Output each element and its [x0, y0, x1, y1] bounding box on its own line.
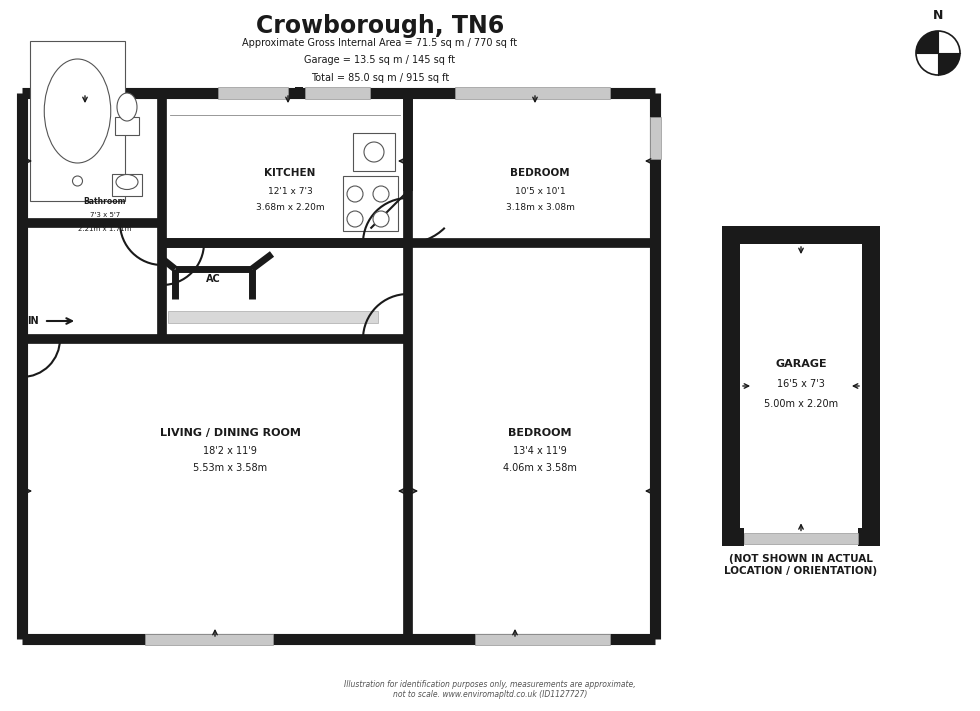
- Text: (NOT SHOWN IN ACTUAL
LOCATION / ORIENTATION): (NOT SHOWN IN ACTUAL LOCATION / ORIENTAT…: [724, 554, 877, 576]
- Bar: [650, 117, 661, 159]
- Text: Total = 85.0 sq m / 915 sq ft: Total = 85.0 sq m / 915 sq ft: [311, 73, 449, 83]
- Text: BEDROOM: BEDROOM: [509, 428, 571, 438]
- Text: 3.68m x 2.20m: 3.68m x 2.20m: [256, 203, 324, 213]
- Bar: [343, 176, 398, 231]
- Bar: [22, 93, 655, 639]
- Bar: [305, 87, 370, 99]
- Text: AC: AC: [206, 274, 220, 284]
- Bar: [722, 226, 880, 244]
- Ellipse shape: [116, 174, 138, 190]
- Text: 18'2 x 11'9: 18'2 x 11'9: [203, 446, 257, 456]
- Wedge shape: [938, 53, 960, 75]
- Wedge shape: [938, 31, 960, 53]
- Text: 16'5 x 7'3: 16'5 x 7'3: [777, 379, 825, 389]
- Bar: [475, 634, 610, 644]
- Bar: [858, 528, 880, 546]
- Bar: [353, 133, 395, 171]
- Bar: [455, 87, 610, 99]
- Bar: [218, 87, 288, 99]
- Text: 12'1 x 7'3: 12'1 x 7'3: [268, 186, 313, 196]
- Text: 5.00m x 2.20m: 5.00m x 2.20m: [764, 399, 838, 409]
- Circle shape: [73, 176, 82, 186]
- Bar: [295, 87, 303, 99]
- Text: GARAGE: GARAGE: [775, 359, 827, 369]
- Wedge shape: [916, 31, 938, 53]
- Text: 10'5 x 10'1: 10'5 x 10'1: [514, 186, 565, 196]
- Bar: [115, 117, 139, 135]
- Bar: [744, 533, 858, 544]
- Text: N: N: [933, 9, 943, 22]
- Text: Illustration for identification purposes only, measurements are approximate,
not: Illustration for identification purposes…: [344, 680, 636, 699]
- Text: Approximate Gross Internal Area = 71.5 sq m / 770 sq ft: Approximate Gross Internal Area = 71.5 s…: [242, 38, 517, 48]
- Circle shape: [373, 186, 389, 202]
- Text: 7'3 x 5'7: 7'3 x 5'7: [90, 212, 121, 218]
- Bar: [722, 528, 744, 546]
- Text: KITCHEN: KITCHEN: [265, 168, 316, 178]
- Circle shape: [364, 142, 384, 162]
- Text: BEDROOM: BEDROOM: [511, 168, 569, 178]
- Text: Garage = 13.5 sq m / 145 sq ft: Garage = 13.5 sq m / 145 sq ft: [305, 55, 456, 65]
- Bar: [862, 226, 880, 546]
- Circle shape: [347, 211, 363, 227]
- Bar: [112, 174, 142, 196]
- Ellipse shape: [117, 93, 137, 121]
- Text: 4.06m x 3.58m: 4.06m x 3.58m: [503, 463, 577, 473]
- Circle shape: [373, 211, 389, 227]
- Bar: [722, 226, 740, 546]
- Circle shape: [347, 186, 363, 202]
- Text: IN: IN: [27, 316, 38, 326]
- Text: LIVING / DINING ROOM: LIVING / DINING ROOM: [160, 428, 301, 438]
- Ellipse shape: [44, 59, 111, 163]
- Text: Bathroom: Bathroom: [83, 196, 126, 205]
- Bar: [168, 311, 378, 323]
- Text: Crowborough, TN6: Crowborough, TN6: [256, 14, 504, 38]
- Text: 3.18m x 3.08m: 3.18m x 3.08m: [506, 203, 574, 213]
- Wedge shape: [916, 53, 938, 75]
- Bar: [30, 41, 125, 201]
- Text: 13'4 x 11'9: 13'4 x 11'9: [514, 446, 566, 456]
- Text: 5.53m x 3.58m: 5.53m x 3.58m: [193, 463, 268, 473]
- Bar: [145, 634, 273, 644]
- Text: 2.21m x 1.71m: 2.21m x 1.71m: [78, 226, 131, 232]
